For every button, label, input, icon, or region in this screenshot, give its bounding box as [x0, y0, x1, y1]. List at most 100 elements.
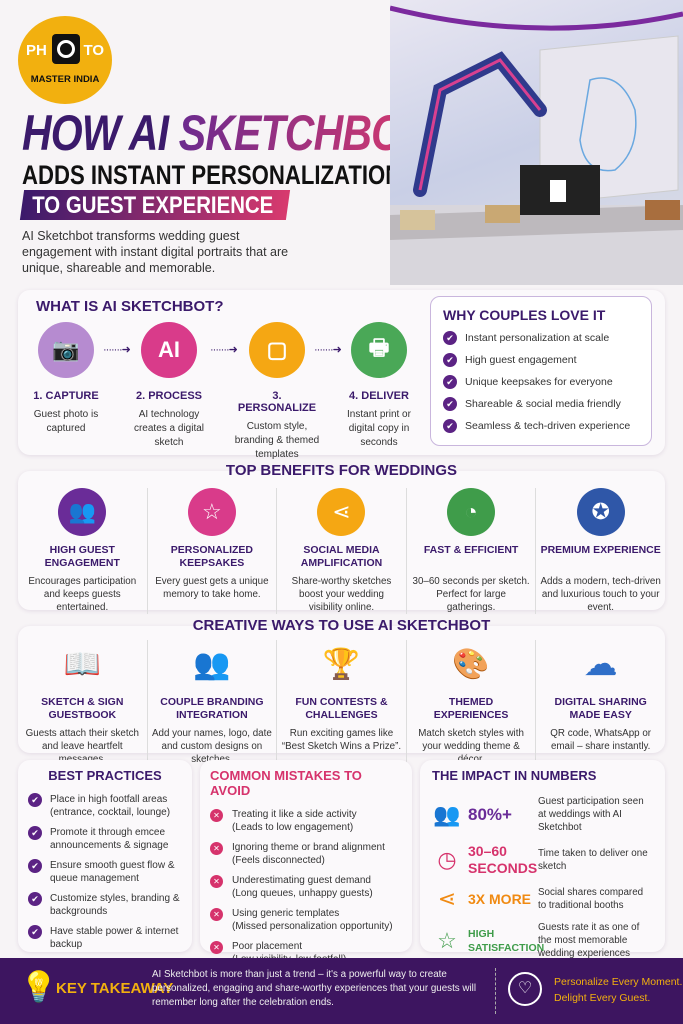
couple-icon: 👥	[193, 647, 231, 681]
impact-text: Social shares compared to traditional bo…	[538, 887, 644, 911]
check-icon: ✔	[28, 793, 42, 807]
benefit-text: 30–60 seconds per sketch. Perfect for la…	[412, 576, 530, 613]
list-item: ✔ Place in high footfall areas (entrance,…	[28, 793, 182, 819]
check-icon: ✔	[28, 826, 42, 840]
decorative-arc	[390, 5, 683, 31]
item-text: High guest engagement	[465, 354, 577, 366]
logo: PH TO MASTER INDIA	[18, 16, 112, 104]
award-icon: ✪	[576, 488, 625, 536]
step-title: 2. PROCESS	[135, 390, 203, 402]
logo-text: PH	[26, 42, 47, 59]
item-sub: (Long queues, unhappy guests)	[232, 888, 373, 899]
speedometer-icon: ◔	[447, 488, 496, 536]
item-text: Shareable & social media friendly	[465, 398, 621, 410]
step-process: AI 2. PROCESS AI technology creates a digi…	[124, 322, 214, 450]
impact-value: HIGH SATISFACTION	[468, 927, 545, 954]
item-sub: (Feels disconnected)	[232, 855, 325, 866]
creative-text: Add your names, logo, date and custom de…	[151, 728, 272, 765]
share-icon: ⋖	[437, 886, 457, 911]
creative-item: 📖 SKETCH & SIGN GUESTBOOK Guests attach th…	[18, 640, 148, 766]
creative-title: SKETCH & SIGN GUESTBOOK	[41, 696, 124, 721]
benefit-title: PREMIUM EXPERIENCE	[540, 544, 661, 556]
check-icon: ✔	[28, 859, 42, 873]
check-icon: ✔	[28, 925, 42, 939]
section-heading: TOP BENEFITS FOR WEDDINGS	[225, 462, 458, 479]
item-sub: (Leads to low engagement)	[232, 822, 354, 833]
section-heading: WHY COUPLES LOVE IT	[443, 307, 606, 323]
item-text: Ignoring theme or brand alignment	[232, 842, 385, 853]
step-capture: 📷 1. CAPTURE Guest photo is captured	[21, 322, 111, 436]
x-icon: ✕	[210, 875, 223, 888]
item-text: Unique keepsakes for everyone	[465, 376, 613, 388]
list-item: ✔ Have stable power & internet backup	[28, 925, 182, 951]
impact-item: ⋖ 3X MORE Social shares compared to tradit…	[432, 886, 653, 912]
footer-key-takeaway: 💡 KEY TAKEAWAY AI Sketchbot is more than…	[0, 958, 683, 1024]
creative-text: QR code, WhatsApp or email – share insta…	[550, 728, 652, 752]
item-text: Seamless & tech-driven experience	[465, 420, 631, 432]
x-icon: ✕	[210, 908, 223, 921]
hero-robot-image	[390, 0, 683, 285]
takeaway-label: KEY TAKEAWAY	[56, 980, 174, 997]
creative-text: Match sketch styles with your wedding th…	[418, 728, 524, 765]
impact-value: 80%+	[468, 805, 512, 824]
check-icon: ✔	[443, 353, 457, 367]
creative-item: 🏆 FUN CONTESTS & CHALLENGES Run exciting g…	[277, 640, 407, 766]
title-part: HOW AI	[22, 105, 169, 161]
arrow-icon: ·······➜	[210, 344, 238, 356]
benefit-text: Share-worthy sketches boost your wedding…	[291, 576, 392, 613]
list-item: ✔ High guest engagement	[443, 353, 639, 367]
impact-text: Guests rate it as one of the most memora…	[538, 922, 640, 959]
item-text: Customize styles, branding & backgrounds	[50, 893, 180, 917]
subtitle-banner: TO GUEST EXPERIENCE	[19, 190, 291, 220]
cloud-download-icon: ☁	[583, 645, 618, 683]
group-icon: 👥	[58, 488, 107, 536]
list-item: ✕ Ignoring theme or brand alignment (Feels…	[210, 841, 402, 867]
benefit-title: HIGH GUEST ENGAGEMENT	[44, 544, 120, 569]
benefits-list: 👥 HIGH GUEST ENGAGEMENT Encourages partici…	[18, 488, 665, 614]
share-icon: ⋖	[317, 488, 366, 536]
impact-item: 👥 80%+ Guest participation seen at wedding…	[432, 795, 653, 834]
impact-text: Guest participation seen at weddings wit…	[538, 796, 644, 833]
takeaway-text: AI Sketchbot is more than just a trend –…	[152, 969, 477, 1008]
creative-item: 🎨 THEMED EXPERIENCES Match sketch styles w…	[407, 640, 537, 766]
impact-value: 3X MORE	[468, 890, 532, 907]
trophy-icon: 🏆	[322, 647, 361, 681]
benefit-title: SOCIAL MEDIA AMPLIFICATION	[300, 544, 383, 569]
step-text: Guest photo is captured	[33, 409, 99, 434]
lightbulb-icon: 💡	[20, 971, 58, 1004]
divider	[495, 968, 496, 1014]
x-icon: ✕	[210, 809, 223, 822]
arrow-icon: ·······➜	[103, 344, 131, 356]
section-heading: CREATIVE WAYS TO USE AI SKETCHBOT	[192, 617, 491, 634]
impact-item: ☆ HIGH SATISFACTION Guests rate it as one …	[432, 921, 653, 960]
clock-icon: ◷	[437, 847, 457, 872]
subtitle: ADDS INSTANT PERSONALIZATION	[22, 160, 402, 190]
benefit-item: ☆ PERSONALIZED KEEPSAKES Every guest gets …	[148, 488, 278, 614]
item-text: Ensure smooth guest flow & queue managem…	[50, 860, 175, 884]
step-text: Custom style, branding & themed template…	[234, 421, 320, 460]
banner-text: TO GUEST EXPERIENCE	[32, 192, 274, 219]
robot-illustration	[390, 5, 683, 285]
item-text: Treating it like a side activity	[232, 809, 357, 820]
benefit-text: Encourages participation and keeps guest…	[28, 576, 137, 613]
step-text: AI technology creates a digital sketch	[133, 409, 205, 448]
benefit-text: Adds a modern, tech-driven and luxurious…	[540, 576, 661, 613]
section-heading: BEST PRACTICES	[48, 768, 162, 783]
heart-chat-icon: ♡	[508, 972, 542, 1006]
impact-value: 30–60 SECONDS	[468, 843, 538, 876]
step-title: 3. PERSONALIZE	[237, 390, 317, 414]
section-heading: THE IMPACT IN NUMBERS	[432, 768, 597, 783]
creative-item: ☁ DIGITAL SHARING MADE EASY QR code, Whats…	[536, 640, 665, 766]
check-icon: ✔	[28, 892, 42, 906]
book-icon: 📖	[63, 647, 101, 681]
item-text: Poor placement	[232, 941, 303, 952]
item-text: Underestimating guest demand	[232, 875, 371, 886]
star-icon: ☆	[437, 927, 457, 953]
creative-section	[18, 626, 665, 753]
list-item: ✔ Instant personalization at scale	[443, 331, 639, 345]
title-part: SKETCHBOT	[178, 105, 428, 161]
benefit-item: ✪ PREMIUM EXPERIENCE Adds a modern, tech-d…	[536, 488, 665, 614]
step-text: Instant print or digital copy in seconds	[347, 409, 411, 448]
creative-list: 📖 SKETCH & SIGN GUESTBOOK Guests attach th…	[18, 640, 665, 766]
item-text: Using generic templates	[232, 908, 340, 919]
